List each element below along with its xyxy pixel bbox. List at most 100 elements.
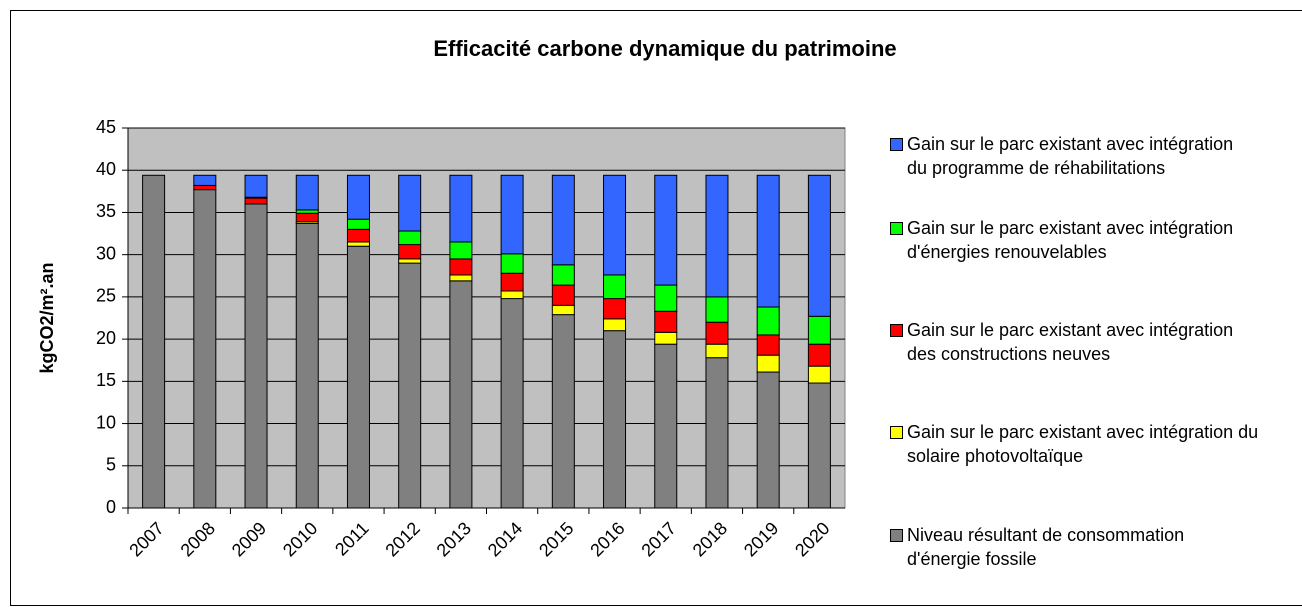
- bar-segment: [603, 298, 627, 320]
- bar-segment: [500, 298, 524, 509]
- x-tick-label: 2016: [586, 518, 628, 560]
- bar-segment: [398, 174, 422, 232]
- bar-segment: [603, 174, 627, 276]
- bar-segment: [398, 230, 422, 246]
- plot-area: [127, 127, 846, 509]
- y-tick-label: 35: [96, 201, 116, 221]
- y-tick-label: 40: [96, 159, 116, 179]
- legend-swatch: [890, 222, 903, 235]
- bar-segment: [398, 244, 422, 260]
- legend-label: Gain sur le parc existant avec intégrati…: [907, 218, 1234, 262]
- bar-segment: [398, 258, 422, 264]
- bar-segment: [500, 174, 524, 255]
- bar-segment: [449, 280, 473, 509]
- chart-frame: [10, 10, 1302, 606]
- bar-segment: [346, 228, 370, 243]
- bar-segment: [295, 222, 319, 509]
- bar-segment: [654, 310, 678, 333]
- bar-segment: [807, 365, 831, 384]
- legend-label: Niveau résultant de consommation d'énerg…: [907, 525, 1185, 569]
- bar-segment: [244, 174, 268, 198]
- legend-swatch: [890, 324, 903, 337]
- bar-segment: [654, 284, 678, 312]
- x-tick-label: 2008: [177, 518, 219, 560]
- bar-segment: [346, 241, 370, 247]
- x-tick-label: 2018: [689, 518, 731, 560]
- x-tick-label: 2012: [381, 518, 423, 560]
- bar-segment: [807, 315, 831, 345]
- bar-segment: [756, 371, 780, 509]
- bar-segment: [705, 357, 729, 509]
- bar-segment: [705, 321, 729, 345]
- bar-segment: [449, 174, 473, 243]
- legend-swatch: [890, 138, 903, 151]
- y-tick-label: 20: [96, 328, 116, 348]
- bar-segment: [193, 174, 217, 186]
- bar-segment: [705, 174, 729, 298]
- bar-segment: [346, 218, 370, 230]
- bar-segment: [500, 290, 524, 300]
- bar-segment: [449, 258, 473, 276]
- y-tick-label: 10: [96, 412, 116, 432]
- x-tick-label: 2010: [279, 518, 321, 560]
- bar-segment: [193, 184, 217, 191]
- legend-label: Gain sur le parc existant avec intégrati…: [907, 320, 1234, 364]
- legend-item: Niveau résultant de consommation d'énerg…: [890, 523, 1300, 571]
- legend-label: Gain sur le parc existant avec intégrati…: [907, 422, 1259, 466]
- x-tick-label: 2014: [484, 518, 526, 560]
- bar-segment: [551, 264, 575, 286]
- bar-segment: [551, 304, 575, 316]
- bar-segment: [807, 382, 831, 509]
- bar-segment: [244, 197, 268, 205]
- bar-segment: [654, 343, 678, 509]
- bar-segment: [142, 174, 166, 509]
- bar-segment: [500, 253, 524, 274]
- legend-item: Gain sur le parc existant avec intégrati…: [890, 420, 1300, 468]
- bar-segment: [398, 262, 422, 509]
- bar-segment: [654, 174, 678, 286]
- bar-segment: [807, 343, 831, 367]
- bar-segment: [807, 174, 831, 317]
- x-tick-label: 2015: [535, 518, 577, 560]
- x-tick-label: 2019: [740, 518, 782, 560]
- legend-swatch: [890, 426, 903, 439]
- bar-segment: [756, 306, 780, 336]
- legend-swatch: [890, 529, 903, 542]
- legend-item: Gain sur le parc existant avec intégrati…: [890, 318, 1300, 366]
- bar-segment: [654, 331, 678, 345]
- y-axis-title: kgCO2/m².an: [37, 262, 57, 373]
- chart-title: Efficacité carbone dynamique du patrimoi…: [433, 36, 896, 61]
- legend-item: Gain sur le parc existant avec intégrati…: [890, 132, 1300, 180]
- legend-item: Gain sur le parc existant avec intégrati…: [890, 216, 1300, 264]
- bar-segment: [295, 174, 319, 211]
- bar-segment: [449, 274, 473, 282]
- x-tick-label: 2009: [228, 518, 270, 560]
- y-tick-label: 5: [106, 455, 116, 475]
- x-tick-label: 2007: [125, 518, 167, 560]
- x-tick-label: 2017: [637, 518, 679, 560]
- y-tick-label: 25: [96, 286, 116, 306]
- bar-segment: [500, 272, 524, 292]
- bar-segment: [193, 189, 217, 509]
- bar-segment: [756, 174, 780, 308]
- legend-label: Gain sur le parc existant avec intégrati…: [907, 134, 1234, 178]
- bar-segment: [603, 318, 627, 332]
- bar-segment: [346, 174, 370, 220]
- bar-segment: [551, 284, 575, 306]
- y-tick-label: 0: [106, 497, 116, 517]
- bar-segment: [244, 203, 268, 509]
- bar-segment: [756, 334, 780, 356]
- y-tick-label: 15: [96, 370, 116, 390]
- bar-segment: [295, 209, 319, 214]
- x-tick-label: 2013: [433, 518, 475, 560]
- bar-segment: [295, 212, 319, 223]
- bar-segment: [551, 314, 575, 509]
- y-tick-label: 30: [96, 243, 116, 263]
- bar-segment: [705, 343, 729, 359]
- x-tick-label: 2011: [331, 518, 373, 560]
- bar-segment: [551, 174, 575, 266]
- y-tick-label: 45: [96, 117, 116, 137]
- x-tick-label: 2020: [791, 518, 833, 560]
